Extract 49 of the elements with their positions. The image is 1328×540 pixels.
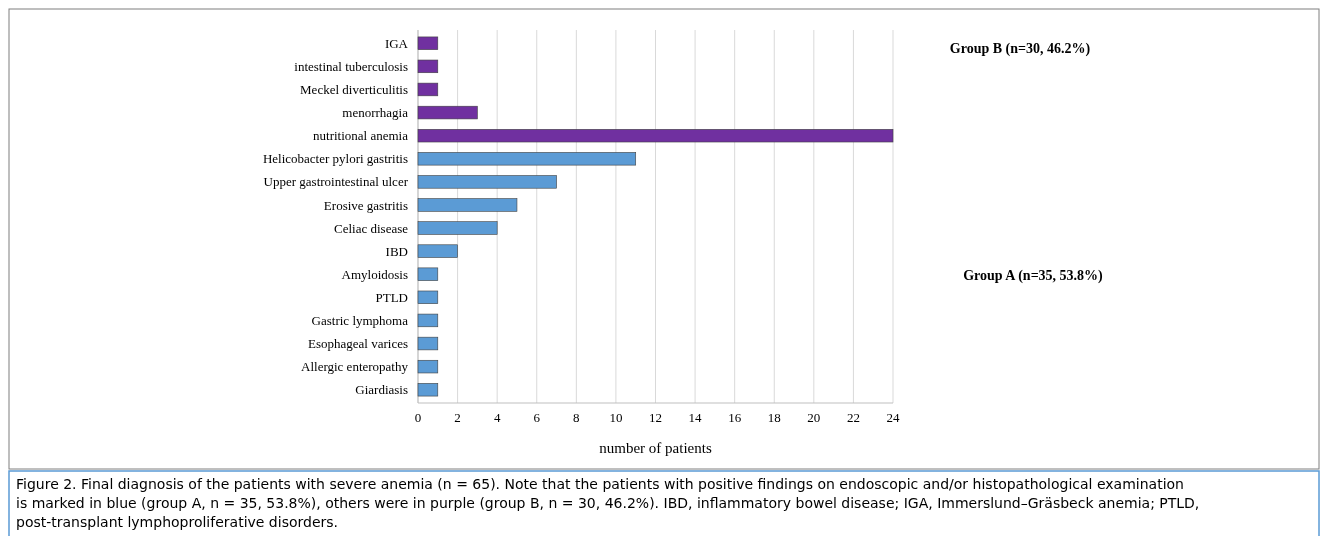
bar (417, 82, 439, 97)
x-tick-label: 22 (846, 410, 860, 425)
bar (417, 336, 439, 351)
y-tick-label: Upper gastrointestinal ulcer (263, 174, 409, 190)
x-tick-label: 20 (807, 410, 821, 425)
text: Group A (n=35, 53.8%) (963, 268, 1104, 284)
y-tick-label: Allergic enteropathy (301, 359, 409, 375)
bar (417, 198, 518, 212)
y-tick-label: intestinal tuberculosis (294, 58, 408, 74)
bar (417, 36, 439, 50)
y-tick-label: Helicobacter pylori gastritis (262, 151, 408, 167)
y-tick-label: IGA (384, 35, 409, 51)
y-tick-label: menorrhagia (342, 105, 409, 121)
x-tick-label: 8 (573, 410, 580, 425)
bar (417, 129, 894, 143)
y-tick-label: Gastric lymphoma (311, 312, 409, 328)
caption: Figure 2. Final diagnosis of the patients with severe anemia (n = 65). Note that the patients with positive findings on endoscopic and/or histopathological examination is marked in blue (group A, n = 35, 53.8%), others were in purple (group B, n = 30, 46.2%). IBD, inflammatory bowel disease; IGA, Immerslund–Gräsbeck anemia; PTLD, post-transplant lymphoproliferative disorders. (16, 476, 1200, 530)
bar (417, 175, 557, 189)
x-tick-label: 24 (886, 410, 900, 425)
x-tick-label: 18 (767, 410, 781, 425)
bar (417, 267, 439, 281)
x-tick-label: 10 (609, 410, 623, 425)
y-tick-label: IBD (385, 243, 408, 259)
y-tick-label: Celiac disease (334, 220, 409, 236)
x-tick-label: 12 (649, 410, 662, 425)
bar (417, 359, 439, 374)
x-tick-label: 0 (414, 410, 422, 425)
bar (417, 105, 478, 120)
bar (417, 290, 439, 304)
y-tick-label: nutritional anemia (313, 128, 409, 144)
y-tick-label: Meckel diverticulitis (300, 82, 408, 98)
bar (417, 152, 637, 166)
y-tick-label: Esophageal varices (308, 336, 408, 352)
bar (417, 221, 498, 235)
x-tick-label: 14 (688, 410, 703, 425)
x-axis-title: number of patients (599, 440, 712, 456)
bar (417, 383, 439, 397)
y-tick-label: Amyloidosis (341, 266, 408, 282)
y-tick-label: Erosive gastritis (323, 197, 408, 213)
bar (417, 244, 458, 258)
y-tick-label: Giardiasis (355, 382, 408, 398)
x-tick-label: 6 (533, 410, 541, 425)
text: Group B (n=30, 46.2%) (949, 41, 1091, 57)
y-tick-label: PTLD (375, 289, 408, 305)
x-tick-label: 2 (454, 410, 461, 425)
bar (417, 313, 439, 328)
bar (417, 59, 439, 74)
x-tick-label: 16 (728, 410, 742, 425)
x-tick-label: 4 (493, 410, 501, 425)
